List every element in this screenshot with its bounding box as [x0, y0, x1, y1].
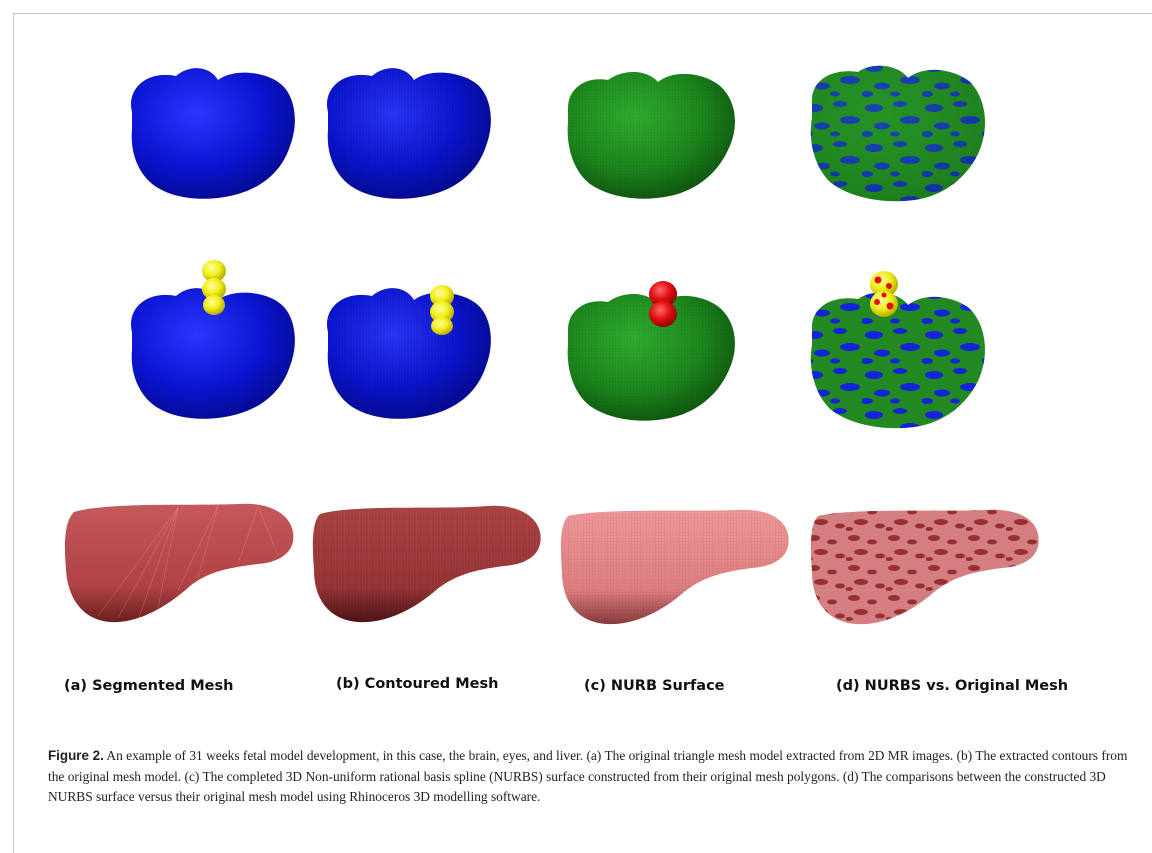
- liver-segmented-mesh: [58, 498, 298, 628]
- label-contoured-mesh: (b) Contoured Mesh: [336, 676, 499, 692]
- label-nurb-surface: (c) NURB Surface: [584, 678, 725, 694]
- eyes-nurb-surface: [645, 278, 685, 333]
- label-segmented-mesh: (a) Segmented Mesh: [64, 678, 234, 694]
- figure-caption: Figure 2. An example of 31 weeks fetal m…: [48, 746, 1138, 808]
- brain-eyes-nurbs-vs-original: [802, 285, 992, 435]
- brain-segmented-mesh: [118, 60, 308, 205]
- brain-eyes-contoured-mesh: [314, 280, 504, 425]
- label-nurbs-vs-original: (d) NURBS vs. Original Mesh: [836, 678, 1069, 694]
- figure-frame: [13, 13, 1152, 853]
- liver-contoured-mesh: [306, 500, 546, 630]
- liver-nurbs-vs-original: [806, 502, 1046, 632]
- liver-nurb-surface: [556, 502, 796, 632]
- figure-caption-text: An example of 31 weeks fetal model devel…: [48, 748, 1128, 804]
- brain-nurb-surface: [558, 60, 748, 205]
- eyes-segmented-mesh: [196, 255, 236, 325]
- brain-nurbs-vs-original: [802, 58, 992, 208]
- brain-contoured-mesh: [314, 60, 504, 205]
- figure-number: Figure 2.: [48, 748, 104, 763]
- eyes-contoured-mesh: [424, 282, 464, 342]
- eyes-nurbs-vs-original: [864, 268, 904, 323]
- brain-eyes-segmented-mesh: [118, 280, 308, 425]
- brain-eyes-nurb-surface: [558, 282, 748, 427]
